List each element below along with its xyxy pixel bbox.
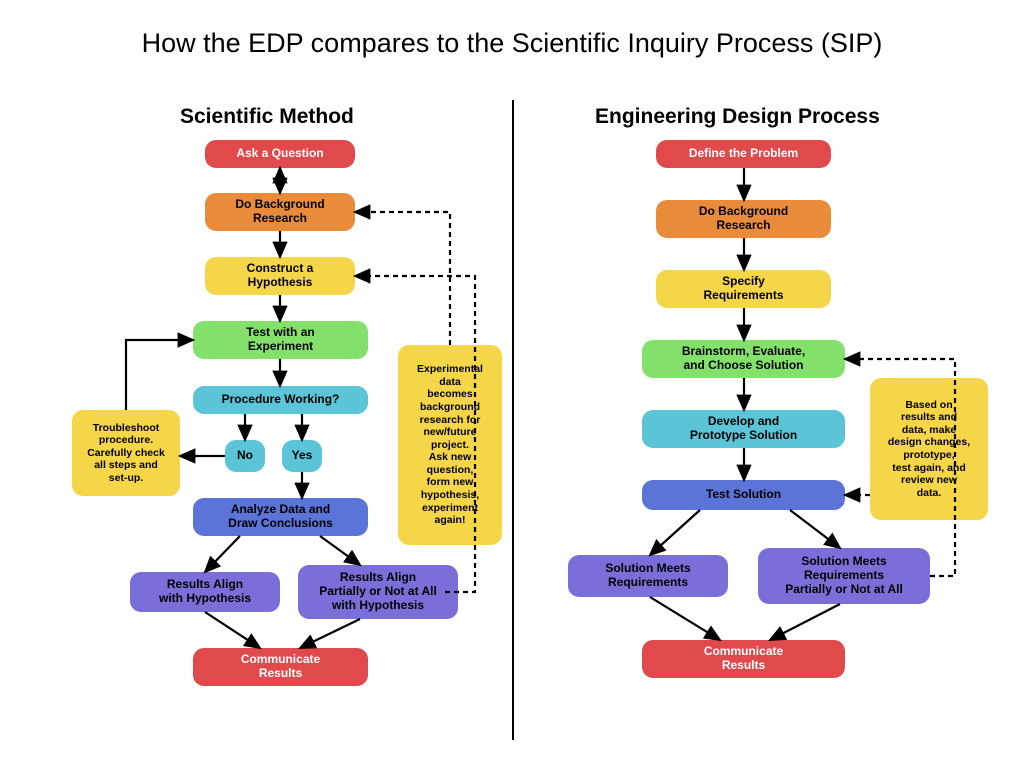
flow-node-br: Based onresults anddata, makedesign chan… xyxy=(870,378,988,520)
flow-node-sm8: CommunicateResults xyxy=(193,648,368,686)
flow-node-ed7a: Solution MeetsRequirements xyxy=(568,555,728,597)
page-title: How the EDP compares to the Scientific I… xyxy=(0,0,1024,59)
flow-node-sm7a: Results Alignwith Hypothesis xyxy=(130,572,280,612)
flow-node-ed: Experimentaldatabecomesbackgroundresearc… xyxy=(398,345,502,545)
flow-node-ed1: Define the Problem xyxy=(656,140,831,168)
left-heading: Scientific Method xyxy=(180,105,354,129)
flow-node-sm4: Test with anExperiment xyxy=(193,321,368,359)
flow-node-sm2: Do BackgroundResearch xyxy=(205,193,355,231)
flow-node-smYes: Yes xyxy=(282,440,322,472)
flow-node-sm1: Ask a Question xyxy=(205,140,355,168)
right-heading: Engineering Design Process xyxy=(595,105,880,129)
flow-node-smNo: No xyxy=(225,440,265,472)
flow-node-sm7b: Results AlignPartially or Not at Allwith… xyxy=(298,565,458,619)
flow-node-ed8: CommunicateResults xyxy=(642,640,845,678)
flow-node-ts: Troubleshootprocedure.Carefully checkall… xyxy=(72,410,180,496)
flow-node-ed4: Brainstorm, Evaluate,and Choose Solution xyxy=(642,340,845,378)
flow-node-ed5: Develop andPrototype Solution xyxy=(642,410,845,448)
flow-node-ed7b: Solution MeetsRequirementsPartially or N… xyxy=(758,548,930,604)
flow-node-ed3: SpecifyRequirements xyxy=(656,270,831,308)
flow-node-sm5: Procedure Working? xyxy=(193,386,368,414)
flow-node-ed2: Do BackgroundResearch xyxy=(656,200,831,238)
flow-node-ed6: Test Solution xyxy=(642,480,845,510)
center-divider xyxy=(512,100,514,740)
flow-node-sm3: Construct aHypothesis xyxy=(205,257,355,295)
flow-node-sm6: Analyze Data andDraw Conclusions xyxy=(193,498,368,536)
